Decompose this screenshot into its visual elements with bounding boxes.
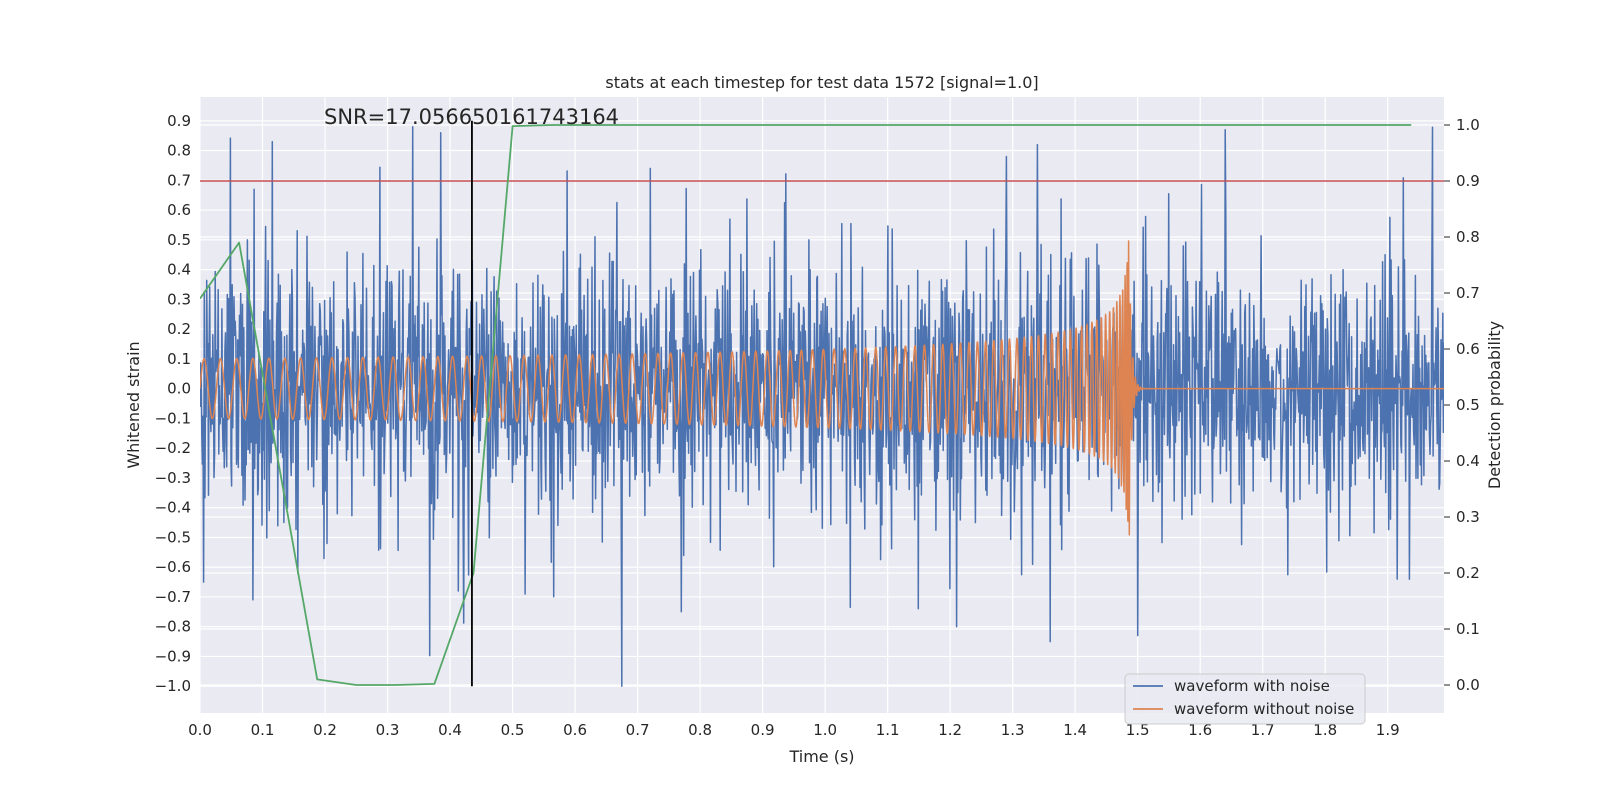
chart-title: stats at each timestep for test data 157… [605,73,1038,92]
y-right-tick-label: 0.7 [1456,284,1480,302]
y-left-tick-labels: 0.9 0.8 0.7 0.6 0.5 0.4 0.3 0.2 0.1 0.0 −0.1 −0.2 −0… [155,112,191,695]
x-tick-label: 0.0 [188,721,212,739]
y-left-tick-label: −0.1 [155,409,191,427]
legend-label-waveform-without-noise: waveform without noise [1174,700,1354,718]
y-left-tick-label: −0.9 [155,647,191,665]
x-tick-label: 1.2 [938,721,962,739]
y-right-tick-label: 0.1 [1456,620,1480,638]
y-left-tick-label: 0.1 [167,350,191,368]
x-tick-label: 1.7 [1251,721,1275,739]
y-right-tick-label: 0.0 [1456,676,1480,694]
x-tick-label: 1.3 [1001,721,1025,739]
x-tick-label: 0.3 [376,721,400,739]
x-tick-label: 0.9 [751,721,775,739]
y-left-tick-label: −0.4 [155,499,191,517]
y-right-tick-label: 0.4 [1456,452,1480,470]
series-group [200,124,1444,687]
y-axis-label-right: Detection probability [1485,321,1504,489]
legend-box [1124,673,1366,725]
x-tick-label: 0.1 [251,721,275,739]
snr-annotation: SNR=17.056650161743164 [324,105,619,129]
x-tick-label: 0.6 [563,721,587,739]
x-tick-label: 0.5 [501,721,525,739]
y-left-tick-label: 0.9 [167,112,191,130]
x-tick-label: 1.5 [1126,721,1150,739]
y-left-tick-label: −0.6 [155,558,191,576]
y-right-tick-labels: 1.0 0.9 0.8 0.7 0.6 0.5 0.4 0.3 0.2 0.1 0.0 [1444,116,1480,694]
series-waveform-without-noise [200,240,1444,536]
y-left-tick-label: −0.2 [155,439,191,457]
y-right-tick-label: 0.2 [1456,564,1480,582]
x-tick-labels: 0.0 0.1 0.2 0.3 0.4 0.5 0.6 0.7 0.8 0.9 1.0 1.1 1.2 1… [188,721,1400,739]
y-right-tick-label: 0.6 [1456,340,1480,358]
y-left-tick-label: 0.8 [167,142,191,160]
x-tick-label: 0.2 [313,721,337,739]
x-tick-label: 0.4 [438,721,462,739]
legend: waveform with noise waveform without noi… [1124,673,1366,725]
y-left-tick-label: −1.0 [155,677,191,695]
y-right-tick-label: 0.5 [1456,396,1480,414]
x-tick-label: 1.8 [1313,721,1337,739]
x-axis-label: Time (s) [788,747,854,766]
y-left-tick-label: 0.7 [167,171,191,189]
x-tick-label: 1.1 [876,721,900,739]
y-axis-label-left: Whitened strain [124,341,143,468]
y-left-tick-label: 0.6 [167,201,191,219]
x-tick-label: 0.8 [688,721,712,739]
y-left-tick-label: 0.4 [167,261,191,279]
y-left-tick-label: −0.7 [155,588,191,606]
series-detection-probability [200,124,1412,686]
y-right-tick-label: 0.3 [1456,508,1480,526]
y-right-tick-label: 0.8 [1456,228,1480,246]
y-right-tick-label: 1.0 [1456,116,1480,134]
y-left-tick-label: 0.5 [167,231,191,249]
y-left-tick-label: −0.3 [155,469,191,487]
legend-label-waveform-with-noise: waveform with noise [1174,677,1330,695]
y-left-tick-label: 0.0 [167,380,191,398]
x-tick-label: 1.4 [1063,721,1087,739]
y-left-tick-label: −0.8 [155,618,191,636]
series-waveform-with-noise [200,126,1444,687]
y-left-tick-label: −0.5 [155,528,191,546]
x-tick-label: 1.0 [813,721,837,739]
x-tick-label: 1.6 [1188,721,1212,739]
x-tick-label: 0.7 [626,721,650,739]
y-left-tick-label: 0.2 [167,320,191,338]
y-right-tick-label: 0.9 [1456,172,1480,190]
x-tick-label: 1.9 [1376,721,1400,739]
y-left-tick-label: 0.3 [167,290,191,308]
